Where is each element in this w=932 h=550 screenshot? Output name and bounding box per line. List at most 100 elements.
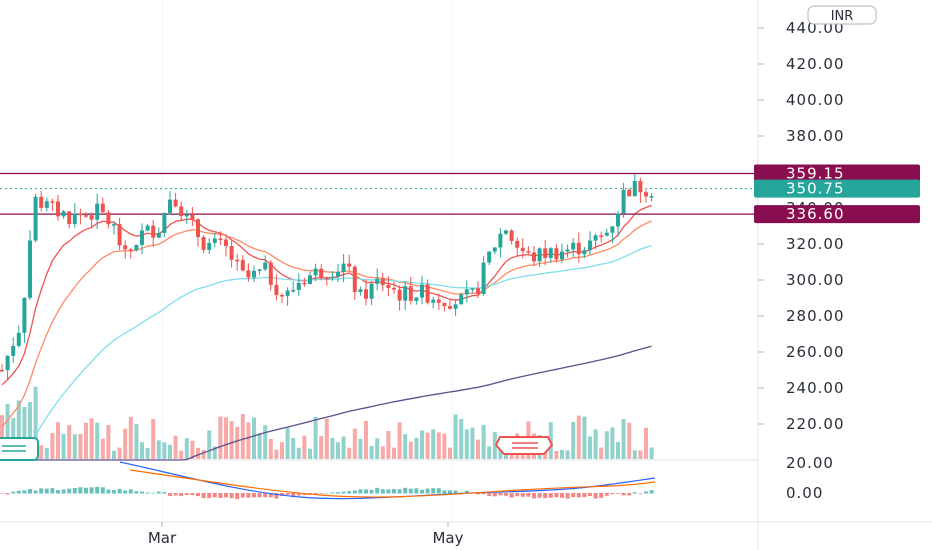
volume-bar: [240, 414, 245, 459]
price-tick-label: 420.00: [786, 55, 845, 73]
price-tick-label: 400.00: [786, 91, 845, 109]
volume-bar: [448, 447, 452, 459]
volume-bar: [28, 402, 32, 459]
macd-histogram-bar: [162, 492, 167, 494]
volume-bar: [375, 438, 380, 459]
candle-body: [397, 289, 402, 301]
candle-body: [22, 297, 27, 333]
volume-bar: [22, 406, 27, 459]
macd-histogram-bar: [280, 493, 284, 496]
candle-body: [358, 289, 363, 292]
macd-histogram-bar: [593, 493, 598, 499]
volume-bar: [380, 446, 385, 459]
price-axis[interactable]: 440.00420.00400.00380.00360.00340.00320.…: [758, 19, 845, 433]
volume-bar: [56, 422, 60, 459]
macd-histogram-bar: [134, 491, 139, 494]
volume-bar: [644, 427, 648, 459]
volume-bar: [414, 437, 419, 459]
candle-body: [453, 304, 458, 309]
candle-body: [571, 242, 576, 250]
candle-body: [246, 270, 251, 278]
volume-bar: [420, 430, 424, 459]
candle-body: [207, 242, 212, 250]
time-axis[interactable]: Mar May: [148, 522, 464, 547]
candle-body: [128, 249, 133, 251]
macd-histogram-bar: [565, 493, 570, 499]
currency-badge[interactable]: INR: [807, 5, 877, 25]
candle-body: [560, 251, 564, 260]
candle-body: [487, 251, 492, 263]
macd-histogram-bar: [532, 493, 536, 499]
candle-body: [240, 259, 245, 271]
macd-histogram-bar: [588, 493, 592, 496]
macd-histogram-bar: [285, 493, 290, 495]
volume-bar: [156, 440, 161, 459]
macd-histogram-bar: [89, 487, 94, 494]
volume-bar: [296, 447, 301, 459]
ema-line: [2, 345, 652, 461]
macd-histogram-bar: [481, 493, 486, 495]
macd-histogram-bar: [296, 493, 301, 496]
candle-body: [16, 332, 21, 346]
volume-bar: [33, 386, 38, 459]
macd-histogram-bar: [145, 492, 150, 494]
candle-body: [140, 230, 144, 245]
macd-histogram-bar: [156, 491, 161, 494]
currency-label: INR: [831, 9, 854, 24]
volume-bar: [212, 446, 217, 459]
macd-histogram-bar: [414, 488, 419, 494]
macd-histogram-bar: [610, 493, 615, 495]
macd-histogram-bar: [638, 493, 643, 494]
volume-bar: [487, 446, 492, 459]
candle-body: [481, 262, 486, 294]
volume-bar: [582, 416, 587, 459]
candle-body: [588, 240, 592, 251]
macd-histogram-bar: [112, 489, 116, 494]
event-marker-right[interactable]: [494, 436, 554, 455]
price-tick-label: 320.00: [786, 235, 845, 253]
macd-histogram-bar: [117, 488, 122, 494]
macd-histogram-bar: [571, 493, 576, 498]
volume-bar: [621, 419, 626, 459]
volume-bar: [50, 433, 55, 459]
macd-histogram-bar: [627, 493, 632, 496]
volume-bar: [610, 427, 615, 459]
candle-body: [56, 201, 60, 217]
candle-body: [392, 288, 396, 290]
price-tag: [754, 205, 920, 224]
candle-body: [28, 240, 32, 298]
candle-body: [296, 282, 301, 291]
volume-bar: [392, 447, 396, 459]
volume-bar: [442, 433, 447, 459]
volume-bar: [72, 434, 77, 459]
volume-bar: [565, 450, 570, 459]
volume-bar: [84, 422, 88, 459]
candle-body: [425, 284, 430, 303]
macd-histogram-bar: [341, 491, 346, 494]
price-tag-label: 350.75: [786, 180, 845, 198]
candle-body: [509, 230, 514, 241]
macd-histogram-bar: [498, 493, 503, 496]
price-candles: [0, 173, 654, 380]
volume-bar: [207, 430, 212, 459]
macd-histogram-bar: [100, 487, 105, 494]
macd-histogram-bar: [560, 493, 564, 498]
candle-body: [548, 248, 553, 258]
macd-histogram-bar: [520, 493, 525, 497]
volume-bar: [151, 418, 156, 459]
price-tag: [754, 164, 920, 183]
volume-bar: [291, 437, 296, 459]
candle-body: [369, 283, 374, 299]
candle-body: [308, 275, 312, 285]
volume-bar: [235, 426, 240, 459]
volume-bar: [481, 425, 486, 459]
macd-histogram-bar: [257, 493, 262, 498]
macd-histogram-bar: [492, 493, 497, 497]
volume-bar: [201, 449, 206, 459]
event-marker-left[interactable]: [0, 437, 39, 461]
macd-histogram-bar: [425, 488, 430, 494]
macd-histogram-bar: [364, 489, 368, 494]
macd-histogram-bar: [140, 491, 144, 494]
macd-panel: [0, 461, 656, 500]
